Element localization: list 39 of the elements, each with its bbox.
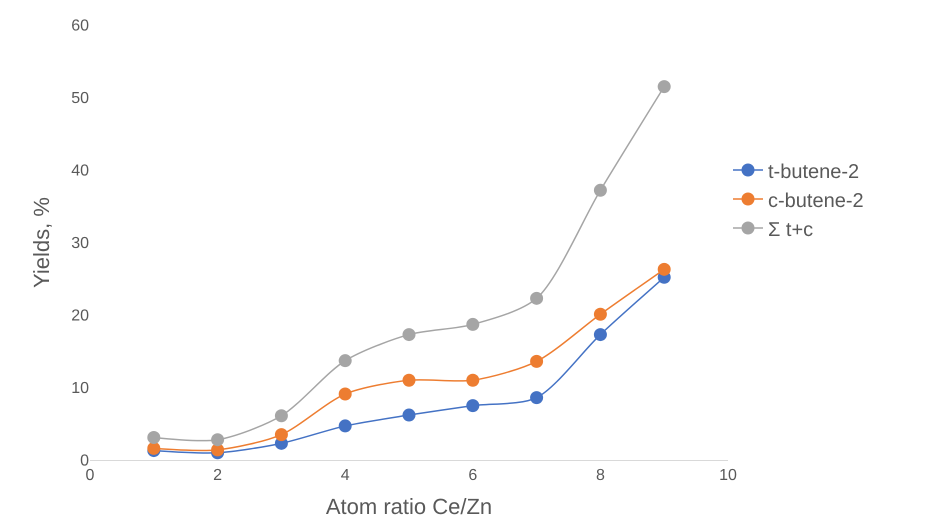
y-tick-label: 50 (71, 90, 90, 108)
point (466, 399, 480, 412)
point (594, 328, 607, 342)
y-tick-label: 30 (71, 235, 90, 252)
point (658, 262, 671, 276)
point (530, 354, 544, 368)
point (402, 374, 416, 387)
point (147, 431, 160, 444)
point (274, 428, 288, 442)
point (402, 328, 416, 342)
point (274, 409, 288, 422)
point (338, 388, 352, 401)
legend-label: t-butene-2 (768, 160, 860, 183)
x-tick-label: 4 (340, 467, 350, 484)
point (466, 318, 480, 331)
y-tick-label: 40 (71, 162, 90, 180)
legend-label: c-butene-2 (768, 190, 864, 212)
point (338, 419, 352, 432)
y-tick-label: 0 (80, 452, 90, 470)
point (594, 184, 607, 197)
point (466, 374, 480, 387)
x-tick-label: 6 (468, 467, 478, 484)
point (211, 433, 224, 446)
point (530, 292, 544, 305)
y-tick-label: 10 (71, 380, 90, 398)
point (594, 308, 607, 321)
x-tick-label: 10 (719, 467, 737, 484)
x-tick-label: 2 (213, 467, 222, 484)
point (530, 391, 544, 404)
point (402, 408, 416, 422)
y-tick-label: 60 (71, 18, 90, 35)
point (147, 442, 160, 455)
legend-label: Σ t+c (768, 218, 814, 241)
y-axis-title: Yields, % (29, 197, 54, 288)
y-tick-label: 20 (71, 308, 90, 325)
point (338, 354, 352, 368)
x-tick-label: 8 (596, 467, 605, 484)
x-axis-title: Atom ratio Ce/Zn (326, 494, 492, 520)
point (658, 80, 671, 94)
